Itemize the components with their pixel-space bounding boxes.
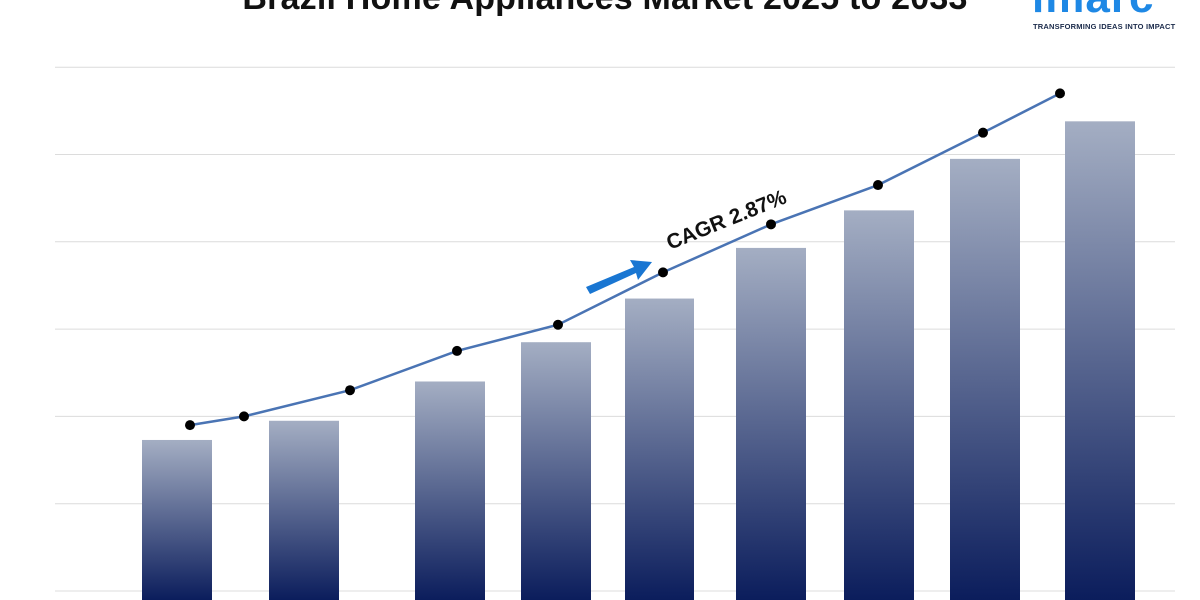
bar [950, 158, 1020, 600]
trend-point [1055, 88, 1065, 99]
trend-point [345, 385, 355, 396]
bar [142, 439, 212, 600]
trend-line [189, 92, 1061, 427]
trend-point [239, 411, 249, 422]
bar [521, 342, 591, 600]
trend-point [658, 267, 668, 278]
bar [844, 210, 914, 600]
trend-point [873, 180, 883, 191]
bar [625, 298, 694, 600]
cagr-arrow-icon [586, 260, 652, 294]
trend-point [553, 319, 563, 330]
trend-line-group [185, 88, 1065, 431]
trend-point [766, 219, 776, 230]
bar [736, 247, 806, 600]
bar [415, 381, 485, 600]
chart-title: Brazil Home Appliances Market 2025 to 20… [150, 0, 1060, 18]
imarc-logo: imarc TRANSFORMING IDEAS INTO IMPACT [1028, 0, 1178, 36]
bar [1065, 121, 1135, 600]
trend-point [185, 420, 195, 431]
bar [269, 420, 339, 600]
trend-point [978, 127, 988, 138]
logo-tagline: TRANSFORMING IDEAS INTO IMPACT [1033, 22, 1176, 31]
logo-wordmark: imarc [1032, 0, 1154, 20]
trend-point [452, 345, 462, 356]
bars [142, 121, 1135, 600]
